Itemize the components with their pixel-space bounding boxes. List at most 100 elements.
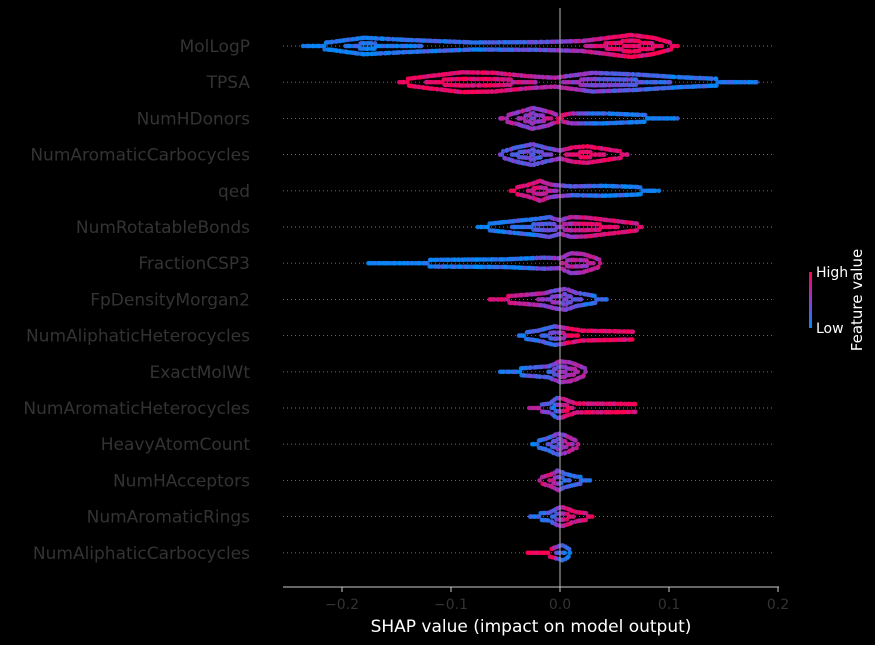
feature-label: NumAromaticCarbocycles [30, 146, 250, 166]
shap-point [410, 37, 416, 43]
shap-point [637, 185, 643, 190]
shap-point [593, 152, 598, 157]
shap-point [589, 152, 594, 157]
colorbar-high-label: High [816, 265, 848, 281]
shap-point [404, 43, 410, 49]
shap-point [553, 112, 559, 117]
shap-point [566, 340, 572, 345]
shap-point [612, 156, 618, 161]
shap-point [562, 550, 568, 556]
colorbar: High Low Feature value [809, 249, 866, 351]
shap-point [533, 79, 538, 85]
shap-point [591, 260, 596, 266]
x-tick-label: 0.0 [549, 597, 571, 613]
shap-point [457, 39, 463, 45]
shap-point [675, 43, 680, 49]
shap-point [391, 37, 396, 42]
shap-point [667, 40, 673, 45]
shap-point [521, 333, 527, 338]
shap-point [575, 441, 581, 447]
shap-point [638, 87, 644, 92]
shap-point [464, 76, 470, 82]
shap-point [504, 147, 510, 153]
shap-point [578, 481, 583, 487]
shap-point [639, 224, 644, 230]
shap-point [636, 112, 641, 118]
shap-point [520, 108, 526, 113]
shap-point [592, 300, 598, 306]
shap-point [709, 76, 714, 81]
shap-point [615, 224, 620, 230]
shap-point [546, 518, 551, 523]
shap-point [570, 405, 575, 411]
shap-point [554, 342, 560, 347]
shap-point [570, 446, 576, 452]
shap-point [631, 72, 636, 77]
shap-point [595, 264, 601, 270]
shap-point [634, 228, 639, 233]
shap-point [457, 47, 463, 53]
feature-row [283, 70, 775, 95]
shap-point [607, 328, 613, 334]
shap-point [544, 84, 550, 90]
shap-point [528, 365, 533, 370]
x-axis-label: SHAP value (impact on model output) [371, 617, 692, 637]
shap-point [567, 550, 573, 556]
shap-point [582, 328, 587, 334]
shap-point [659, 43, 664, 49]
feature-label: NumAromaticRings [87, 508, 251, 528]
feature-label: TPSA [206, 73, 251, 93]
shap-point [394, 43, 400, 49]
shap-point [375, 36, 380, 41]
shap-point [435, 87, 440, 92]
feature-label: NumAromaticHeterocycles [23, 399, 250, 419]
feature-label: NumRotatableBonds [76, 218, 250, 238]
shap-point [599, 43, 604, 49]
shap-point [567, 478, 572, 483]
shap-point [654, 43, 659, 49]
shap-point [582, 338, 587, 343]
feature-label: MolLogP [180, 37, 250, 57]
feature-label: HeavyAtomCount [101, 435, 251, 455]
shap-point [633, 409, 638, 415]
feature-label: NumAliphaticCarbocycles [33, 544, 250, 564]
shap-point [307, 43, 312, 49]
feature-row [283, 505, 775, 529]
shap-point [574, 445, 579, 451]
shap-point [500, 116, 506, 121]
shap-point [574, 257, 579, 263]
shap-point [387, 36, 392, 42]
feature-row [283, 214, 775, 240]
feature-label: qed [218, 182, 250, 202]
shap-point [322, 47, 328, 52]
shap-point [578, 297, 584, 302]
shap-point [365, 46, 371, 51]
shap-point [476, 76, 481, 82]
shap-point [548, 152, 554, 157]
shap-point [510, 293, 515, 299]
colorbar-gradient [809, 272, 812, 328]
shap-point [570, 441, 575, 447]
feature-row [283, 251, 775, 276]
shap-point [540, 39, 545, 45]
shap-point [488, 83, 493, 88]
shap-point [554, 188, 559, 194]
colorbar-title: Feature value [848, 249, 866, 351]
shap-point [488, 76, 493, 82]
shap-point [592, 293, 597, 299]
feature-row [283, 105, 775, 131]
feature-label: ExactMolWt [150, 363, 251, 383]
shap-point [532, 149, 537, 154]
shap-point [713, 76, 719, 82]
x-tick-label: −0.2 [325, 597, 359, 613]
shap-point [516, 109, 522, 115]
shap-point [458, 89, 464, 95]
shap-point [348, 43, 353, 49]
shap-point [412, 43, 418, 49]
shap-point [397, 50, 402, 55]
feature-label: FractionCSP3 [138, 254, 250, 274]
shap-point [566, 546, 572, 552]
shap-point [754, 79, 759, 85]
shap-point [536, 161, 541, 166]
